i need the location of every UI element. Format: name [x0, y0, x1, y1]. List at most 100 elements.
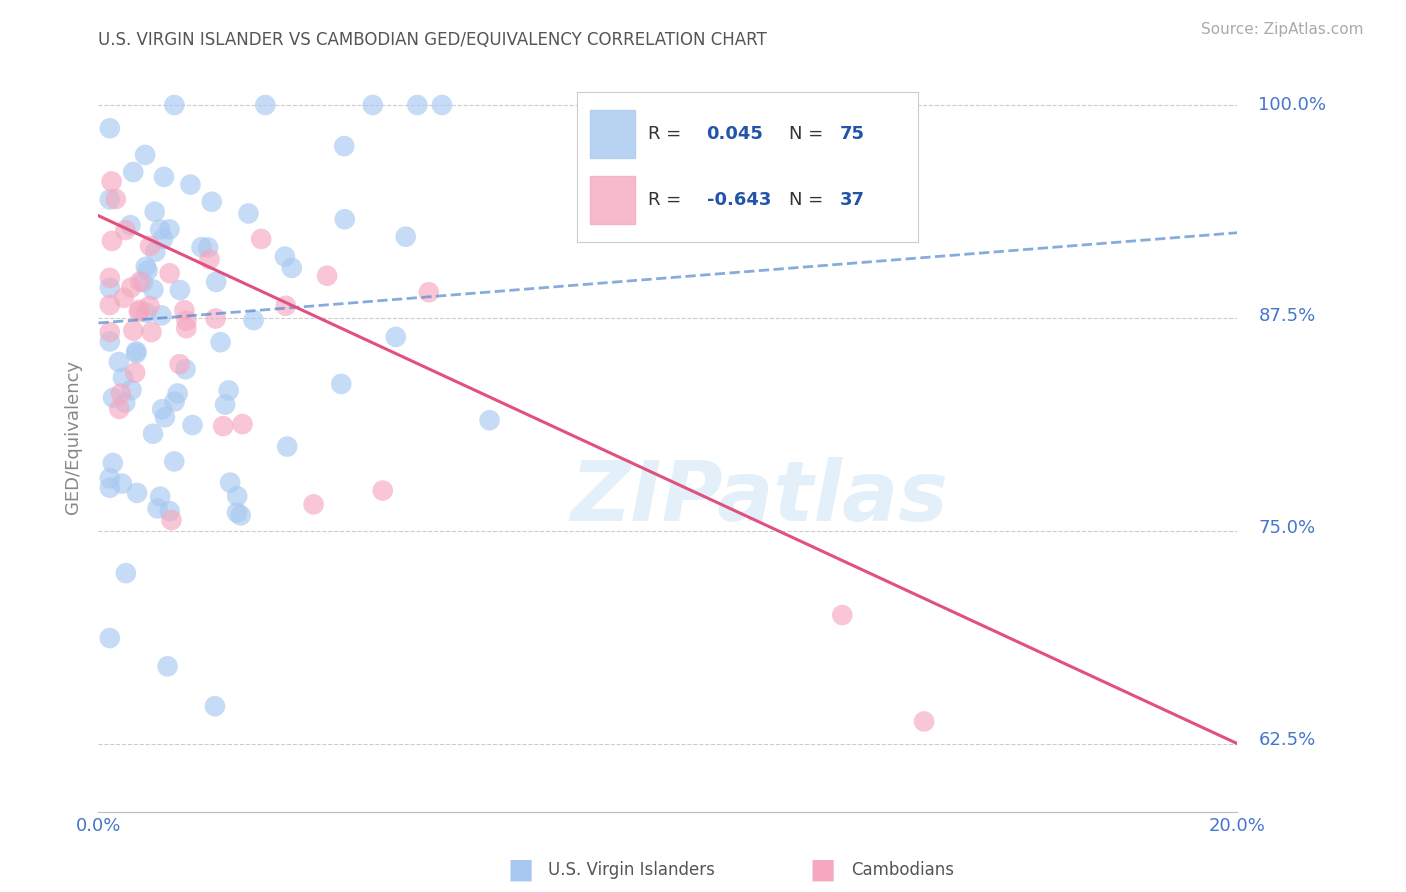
Point [159, 222, 181, 236]
Point [395, 229, 418, 244]
Text: 100.0%: 100.0% [1258, 95, 1326, 114]
Point [150, 309, 173, 323]
Point [912, 714, 935, 729]
Point [128, 302, 150, 317]
Point [135, 260, 157, 274]
Point [135, 306, 157, 320]
Point [166, 386, 188, 401]
Point [112, 291, 135, 305]
Point [139, 239, 162, 253]
Point [101, 391, 124, 405]
Point [174, 362, 197, 376]
Point [169, 357, 191, 371]
Point [176, 314, 198, 328]
Point [209, 335, 232, 350]
Point [214, 398, 236, 412]
Point [226, 506, 249, 520]
Point [231, 417, 253, 431]
Point [134, 148, 156, 162]
Point [114, 395, 136, 409]
Point [120, 280, 142, 294]
Point [176, 321, 198, 335]
Point [98, 334, 121, 349]
Point [385, 330, 408, 344]
Y-axis label: GED/Equivalency: GED/Equivalency [65, 360, 83, 514]
Point [152, 232, 174, 246]
Point [122, 324, 145, 338]
Point [190, 240, 212, 254]
Point [124, 366, 146, 380]
Point [250, 232, 273, 246]
Point [181, 418, 204, 433]
Point [205, 275, 228, 289]
Point [371, 483, 394, 498]
Point [330, 376, 353, 391]
Point [229, 508, 252, 523]
Point [145, 244, 167, 259]
Point [316, 268, 339, 283]
Point [108, 355, 131, 369]
Point [406, 98, 429, 112]
Point [98, 471, 121, 485]
Point [333, 212, 356, 227]
Point [281, 260, 304, 275]
Point [100, 174, 122, 188]
Point [125, 486, 148, 500]
Point [146, 501, 169, 516]
Point [478, 413, 501, 427]
Point [169, 283, 191, 297]
Point [198, 252, 221, 267]
Point [163, 454, 186, 468]
Point [143, 204, 166, 219]
Point [98, 631, 121, 645]
Point [302, 497, 325, 511]
Point [125, 346, 148, 360]
Point [159, 504, 181, 518]
Point [111, 476, 134, 491]
Point [121, 383, 143, 397]
Point [128, 304, 150, 318]
Point [98, 193, 121, 207]
Point [98, 325, 121, 339]
Point [136, 263, 159, 277]
Text: ■: ■ [508, 855, 533, 884]
Text: Source: ZipAtlas.com: Source: ZipAtlas.com [1201, 22, 1364, 37]
Point [98, 271, 121, 285]
Point [142, 283, 165, 297]
Point [163, 394, 186, 409]
Point [160, 513, 183, 527]
Point [110, 386, 132, 401]
Point [98, 121, 121, 136]
Point [149, 490, 172, 504]
Point [163, 98, 186, 112]
Point [204, 699, 226, 714]
Point [111, 370, 134, 384]
Point [122, 165, 145, 179]
Text: U.S. Virgin Islanders: U.S. Virgin Islanders [548, 861, 716, 879]
Point [132, 275, 155, 289]
Text: ZIPatlas: ZIPatlas [569, 457, 948, 538]
Point [212, 419, 235, 434]
Point [141, 325, 163, 339]
Point [242, 313, 264, 327]
Point [129, 275, 152, 289]
Point [276, 440, 298, 454]
Text: 75.0%: 75.0% [1258, 519, 1316, 537]
Point [254, 98, 277, 112]
Point [418, 285, 440, 300]
Text: ■: ■ [810, 855, 835, 884]
Point [831, 608, 853, 623]
Point [238, 206, 260, 220]
Point [201, 194, 224, 209]
Point [101, 456, 124, 470]
Point [204, 311, 226, 326]
Point [219, 475, 242, 490]
Point [104, 192, 127, 206]
Text: Cambodians: Cambodians [851, 861, 953, 879]
Point [98, 281, 121, 295]
Point [98, 298, 121, 312]
Point [218, 384, 240, 398]
Point [153, 410, 176, 425]
Point [197, 240, 219, 254]
Point [361, 98, 384, 112]
